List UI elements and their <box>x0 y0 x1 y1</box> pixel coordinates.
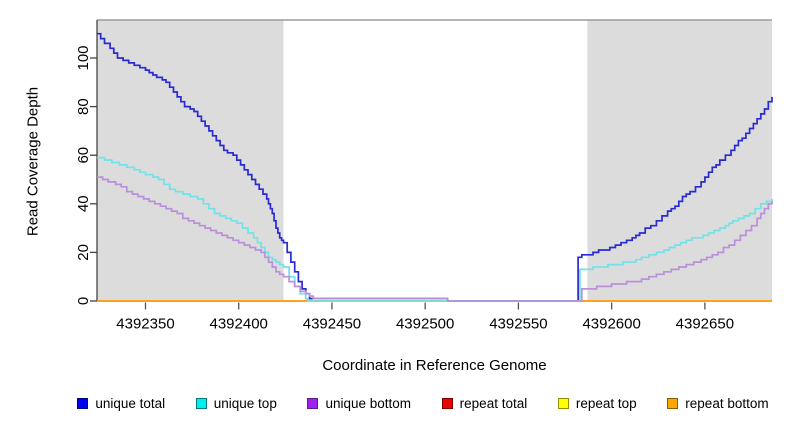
x-tick-label: 4392350 <box>116 316 174 333</box>
x-tick-label: 4392600 <box>582 316 640 333</box>
series-line-unique-bottom <box>97 176 773 302</box>
x-tick-label: 4392400 <box>210 316 268 333</box>
legend-item-unique-total: unique total <box>77 396 165 411</box>
series-line-unique-top <box>97 156 773 302</box>
legend-item-repeat-top: repeat top <box>557 396 637 411</box>
legend-label: unique top <box>213 396 277 411</box>
legend-swatch-icon <box>307 398 319 409</box>
y-tick-label: 20 <box>75 244 92 261</box>
y-tick-label: 0 <box>75 297 92 305</box>
x-tick-label: 4392550 <box>489 316 547 333</box>
legend-item-unique-bottom: unique bottom <box>307 396 411 411</box>
legend-label: unique total <box>95 396 166 411</box>
legend-swatch-icon <box>557 398 569 409</box>
shaded-region-left-repeat-flank <box>97 20 284 302</box>
x-tick-label: 4392650 <box>676 316 734 333</box>
legend-label: repeat total <box>459 396 528 411</box>
legend-swatch-icon <box>441 398 453 409</box>
legend-item-repeat-total: repeat total <box>441 396 528 411</box>
series-line-unique-total <box>97 32 773 302</box>
y-tick-label: 60 <box>75 147 92 164</box>
legend-swatch-icon <box>667 398 679 409</box>
shaded-region-right-repeat-flank <box>587 20 772 302</box>
x-tick-label: 4392500 <box>396 316 454 333</box>
x-tick-label: 4392450 <box>303 316 361 333</box>
plot-legend: unique total unique top unique bottom repea… <box>62 396 784 411</box>
y-axis-title: Read Coverage Depth <box>24 86 42 237</box>
legend-label: repeat bottom <box>685 396 769 411</box>
legend-item-repeat-bottom: repeat bottom <box>667 396 769 411</box>
y-tick-label: 40 <box>75 195 92 212</box>
y-tick-label: 80 <box>75 98 92 115</box>
legend-swatch-icon <box>77 398 89 409</box>
x-axis-title: Coordinate in Reference Genome <box>322 357 547 374</box>
legend-label: repeat top <box>575 396 637 411</box>
legend-swatch-icon <box>195 398 207 409</box>
y-tick-label: 100 <box>75 45 92 70</box>
legend-item-unique-top: unique top <box>195 396 277 411</box>
legend-label: unique bottom <box>325 396 412 411</box>
